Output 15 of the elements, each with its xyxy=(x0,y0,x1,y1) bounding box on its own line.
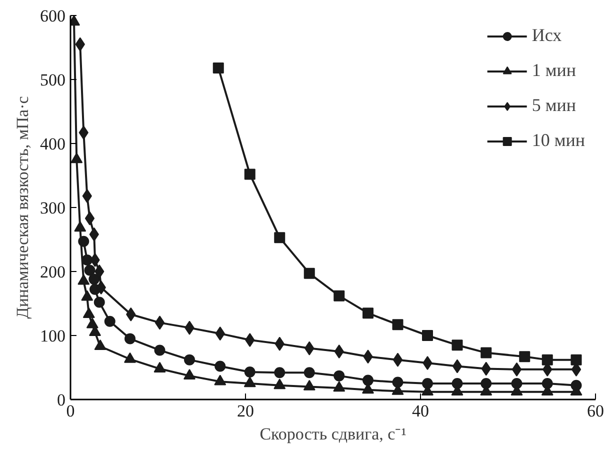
x-tick-label: 40 xyxy=(412,402,429,420)
y-tick-label: 600 xyxy=(40,6,66,26)
x-tick-label: 60 xyxy=(587,402,604,420)
y-tick-label: 300 xyxy=(40,198,66,218)
y-tick-label: 500 xyxy=(40,70,66,90)
y-tick-label: 200 xyxy=(40,262,66,282)
legend-label: Исх xyxy=(532,25,562,46)
y-tick-label: 100 xyxy=(40,326,66,346)
x-tick-label: 20 xyxy=(237,402,254,420)
y-axis-title: Динамическая вязкость, мПа·с xyxy=(13,96,32,319)
legend-label: 10 мин xyxy=(532,130,585,151)
legend-label: 1 мин xyxy=(532,60,576,81)
legend-label: 5 мин xyxy=(532,95,576,116)
x-axis-title: Скорость сдвига, с⁻¹ xyxy=(260,424,406,444)
y-tick-label: 400 xyxy=(40,134,66,154)
